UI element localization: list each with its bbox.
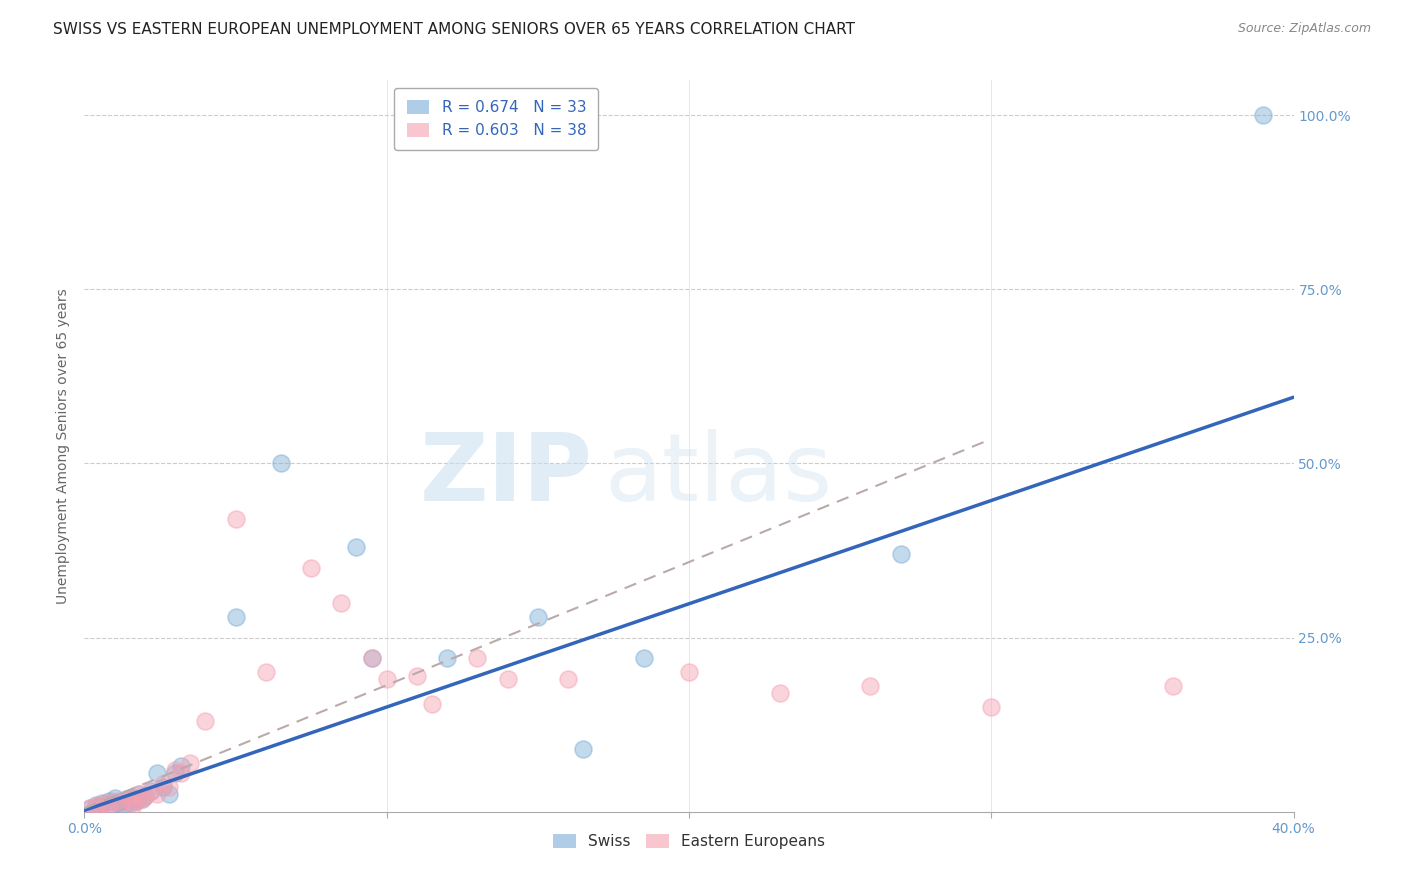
Point <box>360 651 382 665</box>
Point <box>769 686 792 700</box>
Point <box>152 777 174 791</box>
Legend: Swiss, Eastern Europeans: Swiss, Eastern Europeans <box>547 828 831 855</box>
Point <box>118 790 141 805</box>
Point <box>128 787 150 801</box>
Point <box>330 596 353 610</box>
Point <box>97 797 120 812</box>
Point <box>496 673 519 687</box>
Point <box>125 794 148 808</box>
Point <box>406 669 429 683</box>
Point <box>112 797 135 812</box>
Point <box>104 794 127 808</box>
Point <box>157 787 180 801</box>
Point <box>89 799 111 814</box>
Point <box>146 766 169 780</box>
Point <box>100 797 122 812</box>
Point <box>225 609 247 624</box>
Point <box>467 651 489 665</box>
Point <box>170 766 193 780</box>
Point <box>165 763 187 777</box>
Point <box>134 789 156 804</box>
Point <box>165 766 187 780</box>
Point <box>859 679 882 693</box>
Point <box>360 651 382 665</box>
Point <box>572 742 595 756</box>
Point <box>91 797 114 811</box>
Point <box>146 787 169 801</box>
Point <box>157 780 180 795</box>
Point <box>97 794 120 808</box>
Point <box>79 801 101 815</box>
Text: Source: ZipAtlas.com: Source: ZipAtlas.com <box>1237 22 1371 36</box>
Point <box>346 540 368 554</box>
Point <box>86 799 108 814</box>
Text: atlas: atlas <box>605 429 832 521</box>
Point <box>633 651 655 665</box>
Point <box>890 547 912 561</box>
Point <box>557 673 579 687</box>
Point <box>225 512 247 526</box>
Point <box>125 794 148 808</box>
Point <box>1161 679 1184 693</box>
Point <box>115 792 138 806</box>
Point <box>254 665 277 680</box>
Point <box>86 797 108 812</box>
Point <box>104 790 127 805</box>
Point <box>436 651 458 665</box>
Point <box>110 797 132 811</box>
Point <box>128 787 150 801</box>
Point <box>179 756 201 770</box>
Text: ZIP: ZIP <box>419 429 592 521</box>
Point <box>170 759 193 773</box>
Point <box>94 797 117 811</box>
Point <box>118 796 141 810</box>
Point <box>79 801 101 815</box>
Point <box>299 561 322 575</box>
Point <box>1253 108 1275 122</box>
Point <box>152 780 174 795</box>
Point <box>678 665 700 680</box>
Point <box>420 697 443 711</box>
Point <box>134 789 156 804</box>
Point <box>194 714 217 728</box>
Point <box>131 792 153 806</box>
Point <box>131 792 153 806</box>
Point <box>375 673 398 687</box>
Point <box>115 792 138 806</box>
Text: SWISS VS EASTERN EUROPEAN UNEMPLOYMENT AMONG SENIORS OVER 65 YEARS CORRELATION C: SWISS VS EASTERN EUROPEAN UNEMPLOYMENT A… <box>53 22 855 37</box>
Point <box>121 797 143 812</box>
Point <box>980 700 1002 714</box>
Point <box>107 797 129 811</box>
Point <box>139 784 162 798</box>
Point <box>270 457 292 471</box>
Point <box>139 784 162 798</box>
Point <box>527 609 550 624</box>
Point <box>121 790 143 805</box>
Point <box>89 797 111 812</box>
Point <box>110 794 132 808</box>
Y-axis label: Unemployment Among Seniors over 65 years: Unemployment Among Seniors over 65 years <box>56 288 70 604</box>
